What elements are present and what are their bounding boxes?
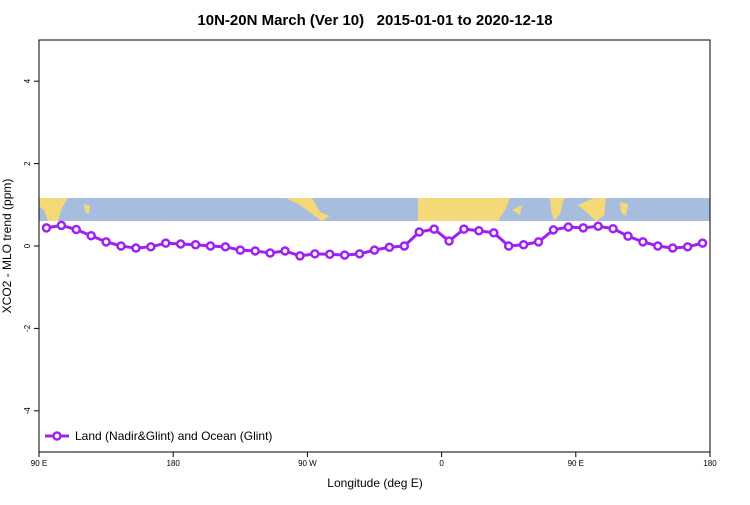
data-point	[280, 246, 290, 256]
x-tick-label: 90 E	[31, 459, 47, 468]
legend-marker	[52, 431, 62, 441]
legend-label: Land (Nadir&Glint) and Ocean (Glint)	[75, 429, 272, 443]
data-point	[429, 224, 439, 234]
y-tick-label: -2	[23, 324, 32, 332]
data-point	[131, 243, 141, 253]
data-point	[414, 227, 424, 237]
data-point	[548, 225, 559, 235]
data-point	[697, 238, 708, 248]
x-tick-label: 90 W	[298, 459, 317, 468]
chart-title: 10N-20N March (Ver 10) 2015-01-01 to 202…	[197, 12, 552, 29]
data-point	[250, 246, 260, 256]
data-point	[86, 230, 96, 241]
data-point	[459, 224, 469, 234]
data-point	[682, 242, 693, 252]
data-point	[489, 228, 499, 238]
data-point	[444, 236, 454, 246]
y-tick-label: 0	[23, 243, 32, 248]
data-point	[235, 245, 246, 255]
data-point	[503, 241, 514, 251]
data-point	[101, 237, 111, 247]
data-point	[41, 223, 52, 233]
data-point	[56, 220, 67, 231]
data-point	[265, 248, 275, 258]
data-point	[667, 243, 678, 253]
data-point	[623, 231, 633, 241]
data-point	[310, 249, 320, 259]
data-point	[474, 226, 484, 236]
data-point	[295, 251, 305, 261]
data-point	[160, 238, 171, 248]
y-tick-label: 4	[23, 78, 32, 83]
y-axis-label: XCO2 - MLO trend (ppm)	[0, 179, 14, 314]
data-point	[518, 240, 529, 250]
data-point	[325, 249, 335, 259]
data-point	[593, 221, 603, 231]
data-point	[220, 242, 231, 252]
y-tick-label: -4	[23, 407, 32, 415]
data-point	[71, 224, 82, 235]
x-axis-label: Longitude (deg E)	[327, 476, 422, 490]
data-point	[608, 223, 618, 234]
data-point	[190, 240, 201, 250]
data-point	[369, 245, 380, 255]
map-band	[39, 198, 710, 221]
data-point	[563, 222, 574, 232]
data-point	[384, 242, 395, 252]
y-tick-label: 2	[23, 161, 32, 166]
data-point	[146, 242, 156, 252]
data-point	[653, 241, 663, 251]
x-tick-label: 180	[167, 459, 181, 468]
x-tick-label: 90 E	[568, 459, 584, 468]
x-tick-label: 0	[439, 459, 444, 468]
data-point	[205, 241, 216, 251]
data-point	[578, 223, 589, 233]
data-point	[175, 239, 186, 249]
data-point	[354, 249, 365, 259]
data-point	[533, 237, 544, 247]
x-tick-label: 180	[703, 459, 717, 468]
data-point	[399, 241, 410, 251]
data-point	[116, 241, 126, 251]
data-point	[638, 237, 648, 247]
data-point	[339, 250, 350, 260]
